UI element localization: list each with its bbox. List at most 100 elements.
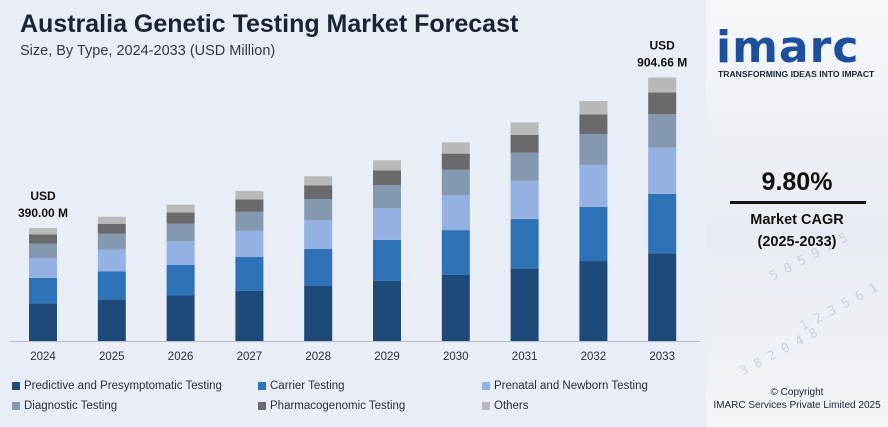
bar-segment xyxy=(166,204,195,213)
bar-segment xyxy=(97,233,126,250)
bar-segment xyxy=(579,164,608,207)
legend-item: Prenatal and Newborn Testing xyxy=(482,380,648,392)
bar-segment xyxy=(29,243,57,259)
bar-segment xyxy=(441,230,470,275)
bar-segment xyxy=(579,206,608,262)
background-decoration: 3 8 2 0 4 8 xyxy=(737,325,821,380)
data-label-value: 904.66 M xyxy=(637,55,687,69)
chart-title: Australia Genetic Testing Market Forecas… xyxy=(20,10,519,38)
bar-segment xyxy=(373,160,401,171)
legend-label: Carrier Testing xyxy=(270,380,345,392)
bar-segment xyxy=(510,134,539,153)
x-tick-label: 2031 xyxy=(512,351,538,363)
bar-segment xyxy=(441,142,470,154)
bar-segment xyxy=(235,199,264,212)
legend-item: Pharmacogenomic Testing xyxy=(258,400,405,412)
bar-segment xyxy=(648,253,677,341)
cagr-period: (2025-2033) xyxy=(757,234,837,250)
x-tick-label: 2028 xyxy=(305,351,331,363)
bar-segment xyxy=(510,219,539,269)
chart-legend: Predictive and Presymptomatic Testing Car… xyxy=(12,380,702,420)
legend-item: Carrier Testing xyxy=(258,380,345,392)
bar-segment xyxy=(304,248,333,286)
bar-segment xyxy=(97,271,126,300)
bar-segment xyxy=(235,290,264,341)
x-tick-label: 2032 xyxy=(581,351,607,363)
bar-segment xyxy=(441,274,470,341)
x-tick-label: 2024 xyxy=(30,351,56,363)
bar-segment xyxy=(97,299,126,341)
copyright-notice: © Copyright xyxy=(770,387,824,398)
bar-segment xyxy=(579,100,608,115)
chart-subtitle: Size, By Type, 2024-2033 (USD Million) xyxy=(20,43,276,59)
legend-swatch xyxy=(482,382,490,390)
bar-segment xyxy=(304,176,333,186)
legend-swatch xyxy=(482,402,490,410)
bar-segment xyxy=(373,239,401,281)
bar-segment xyxy=(304,285,333,341)
bar-segment xyxy=(304,199,333,221)
bar-segment xyxy=(579,134,608,165)
bar-segment xyxy=(579,261,608,341)
bar-segment xyxy=(166,295,195,341)
bar-segment xyxy=(235,211,264,231)
legend-label: Pharmacogenomic Testing xyxy=(270,400,406,412)
bar-segment xyxy=(166,264,195,296)
bar-segment xyxy=(29,234,57,244)
copyright-owner: IMARC Services Private Limited 2025 xyxy=(713,400,881,411)
legend-swatch xyxy=(258,382,266,390)
bar-segment xyxy=(441,195,470,231)
legend-label: Diagnostic Testing xyxy=(24,400,118,412)
bar-segment xyxy=(648,77,677,93)
brand-panel: 5 0 5 9 2 5 1 2 3 5 6 1 3 8 2 0 4 8 imar… xyxy=(706,0,888,427)
bar-segment xyxy=(166,223,195,242)
data-label-currency: USD xyxy=(30,189,56,203)
legend-item: Diagnostic Testing xyxy=(12,400,117,412)
bar-segment xyxy=(304,185,333,200)
chart-panel: Australia Genetic Testing Market Forecas… xyxy=(0,0,706,427)
bar-segment xyxy=(97,216,126,224)
bar-segment xyxy=(648,92,677,115)
cagr-value: 9.80% xyxy=(761,168,833,196)
legend-swatch xyxy=(12,402,20,410)
bar-segment xyxy=(235,257,264,291)
x-tick-label: 2027 xyxy=(237,351,263,363)
bar-segment xyxy=(29,258,57,278)
bar-segment xyxy=(441,169,470,196)
x-tick-label: 2025 xyxy=(99,351,125,363)
bar-segment xyxy=(373,280,401,341)
x-tick-label: 2030 xyxy=(443,351,469,363)
legend-item: Predictive and Presymptomatic Testing xyxy=(12,380,222,392)
bar-segment xyxy=(510,268,539,341)
bar-segment xyxy=(97,249,126,272)
bar-segment xyxy=(441,153,470,170)
x-tick-label: 2029 xyxy=(374,351,400,363)
bar-segment xyxy=(166,241,195,265)
bar-segment xyxy=(648,147,677,194)
bar-segment xyxy=(510,152,539,181)
bar-segment xyxy=(97,223,126,234)
bar-segment xyxy=(29,303,57,341)
legend-swatch xyxy=(258,402,266,410)
data-label-value: 390.00 M xyxy=(18,206,68,220)
bar-segment xyxy=(373,208,401,240)
data-label-currency: USD xyxy=(650,38,676,52)
logo-tagline: TRANSFORMING IDEAS INTO IMPACT xyxy=(718,69,875,79)
bar-segment xyxy=(304,220,333,249)
bar-segment xyxy=(510,180,539,220)
legend-label: Others xyxy=(494,400,529,412)
bar-segment xyxy=(373,185,401,209)
imarc-logo: imarc xyxy=(716,22,860,73)
legend-label: Prenatal and Newborn Testing xyxy=(494,380,648,392)
cagr-divider xyxy=(730,201,866,204)
bar-segment xyxy=(235,230,264,258)
legend-item: Others xyxy=(482,400,529,412)
bar-segment xyxy=(579,114,608,135)
cagr-label: Market CAGR xyxy=(750,212,844,228)
bar-segment xyxy=(373,170,401,186)
x-tick-label: 2033 xyxy=(649,351,675,363)
bar-segment xyxy=(648,114,677,148)
bar-segment xyxy=(166,212,195,224)
bar-segment xyxy=(510,122,539,135)
bar-segment xyxy=(29,277,57,304)
